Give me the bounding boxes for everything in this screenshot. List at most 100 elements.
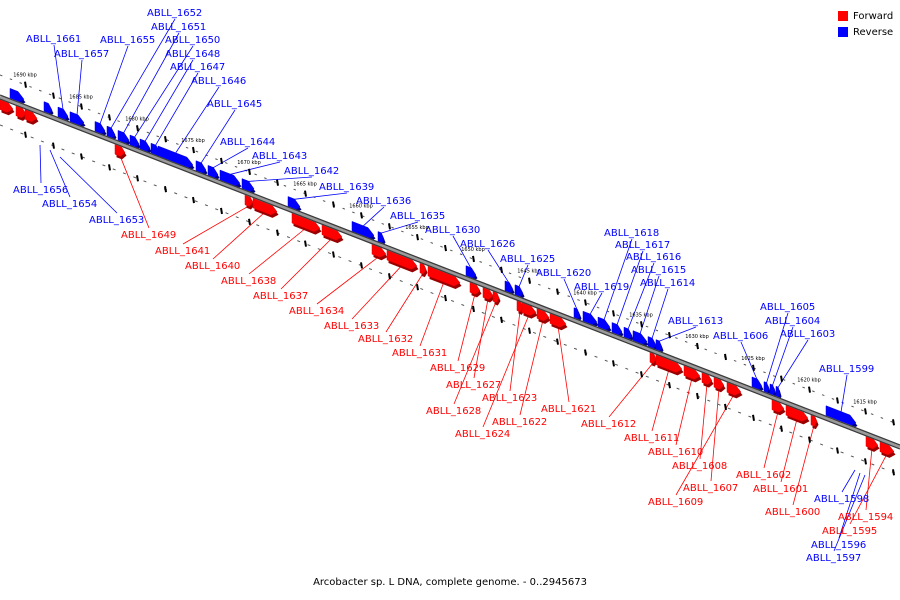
gene-arrow-abll-1600 [810,413,819,430]
tick-mark [444,244,447,252]
tick-mark [304,240,307,247]
leader-line [603,238,633,321]
gene-arrow-abll-1627 [482,285,495,303]
tick-label: 1645 kbp [517,269,541,275]
tick-mark [612,360,615,367]
gene-label-abll-1618: ABLL_1618 [604,228,659,239]
gene-arrow-abll-1599 [825,405,858,430]
gene-label-abll-1646: ABLL_1646 [191,76,246,87]
gene-label-abll-1645: ABLL_1645 [207,99,262,110]
gene-label-abll-1621: ABLL_1621 [541,404,596,415]
leader-line [675,378,693,446]
tick-mark [668,382,671,389]
gene-label-abll-1652: ABLL_1652 [147,8,202,19]
gene-label-abll-1606: ABLL_1606 [713,331,768,342]
legend-reverse-label: Reverse [853,26,894,38]
gene-label-abll-1623: ABLL_1623 [482,393,537,404]
gene-label-abll-1605: ABLL_1605 [760,302,815,313]
gene-label-abll-1655: ABLL_1655 [100,35,155,46]
tick-label: 1670 kbp [237,160,261,166]
genome-caption: Arcobacter sp. L DNA, complete genome. -… [313,577,587,588]
gene-label-abll-1601: ABLL_1601 [753,484,808,495]
gene-label-abll-1598: ABLL_1598 [814,494,869,505]
tick-mark [388,223,391,230]
tick-mark [472,305,475,313]
gene-label-abll-1642: ABLL_1642 [284,166,339,177]
gene-label-abll-1631: ABLL_1631 [392,348,447,359]
tick-label: 1690 kbp [13,73,37,79]
leader-line [200,109,236,164]
gene-label-abll-1604: ABLL_1604 [765,316,820,327]
tick-mark [108,114,111,121]
tick-mark [752,364,755,371]
tick-mark [780,425,783,432]
leader-line [838,472,861,539]
tick-1630-kbp: 1630 kbp [685,334,727,411]
tick-mark [808,436,811,443]
leader-line [229,161,281,175]
leader-line [658,326,697,342]
leader-line [699,383,708,460]
tick-label: 1635 kbp [629,312,653,318]
gene-label-abll-1653: ABLL_1653 [89,215,144,226]
tick-mark [52,92,55,99]
leader-line [247,176,313,182]
tick-mark [808,386,811,393]
gene-label-abll-1608: ABLL_1608 [672,461,727,472]
tick-mark [192,196,195,204]
gene-label-abll-1656: ABLL_1656 [13,185,68,196]
gene-label-abll-1651: ABLL_1651 [151,22,206,33]
legend-forward-label: Forward [853,10,894,22]
leader-line [419,281,445,347]
tick-1615-kbp: 1615 kbp [853,399,895,476]
tick-mark [276,179,279,186]
gene-label-abll-1613: ABLL_1613 [668,316,723,327]
gene-label-abll-1595: ABLL_1595 [822,526,877,537]
leader-line [293,192,348,200]
gene-label-abll-1614: ABLL_1614 [640,278,695,289]
leader-line [175,86,220,154]
tick-mark [24,131,27,138]
tick-1620-kbp: 1620 kbp [797,378,839,454]
gene-label-abll-1634: ABLL_1634 [289,306,344,317]
leader-line [651,369,670,432]
leader-line [840,374,848,413]
gene-arrows [0,88,896,458]
leader-line [651,288,669,339]
leader-line [123,32,180,134]
tick-label: 1655 kbp [405,225,429,231]
tick-mark [136,125,139,132]
leader-line [212,211,266,260]
gene-label-abll-1633: ABLL_1633 [324,321,379,332]
tick-label: 1680 kbp [125,116,149,122]
gene-label-abll-1615: ABLL_1615 [631,265,686,276]
gene-arrow-abll-1628 [492,289,501,306]
tick-1675-kbp: 1675 kbp [181,138,223,215]
tick-1665-kbp: 1665 kbp [293,182,335,258]
gene-label-abll-1624: ABLL_1624 [455,429,510,440]
leader-line [53,44,64,110]
tick-label: 1630 kbp [685,334,709,340]
tick-mark [696,342,699,350]
tick-1650-kbp: 1650 kbp [461,247,503,323]
tick-mark [304,190,307,197]
gene-arrow-abll-1624 [521,301,538,319]
tick-1640-kbp: 1640 kbp [573,291,615,367]
gene-label-abll-1626: ABLL_1626 [460,239,515,250]
tick-mark [164,136,167,143]
tick-mark [80,153,83,160]
tick-label: 1615 kbp [853,399,877,405]
leader-line [155,72,199,146]
tick-mark [80,103,83,110]
strand-legend: Forward Reverse [838,8,893,40]
tick-mark [276,229,279,236]
tick-mark [388,273,391,280]
leader-line [865,448,873,511]
leader-line [710,388,720,482]
leader-line [616,250,644,326]
tick-label: 1650 kbp [461,247,485,253]
tick-label: 1665 kbp [293,182,317,188]
tick-mark [556,288,559,295]
tick-mark [220,207,223,215]
